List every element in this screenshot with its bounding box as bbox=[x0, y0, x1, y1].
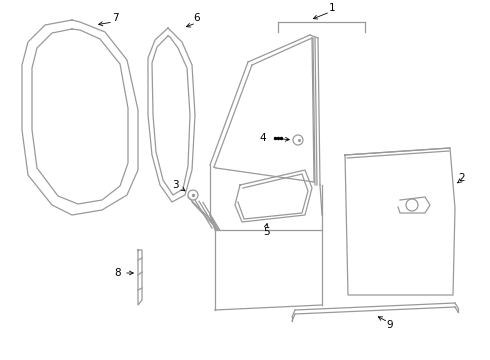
Text: 2: 2 bbox=[459, 173, 466, 183]
Text: 4: 4 bbox=[260, 133, 266, 143]
Text: 1: 1 bbox=[329, 3, 335, 13]
Text: 3: 3 bbox=[172, 180, 178, 190]
Text: 5: 5 bbox=[263, 227, 270, 237]
Text: 8: 8 bbox=[115, 268, 122, 278]
Text: 7: 7 bbox=[112, 13, 118, 23]
Text: 6: 6 bbox=[194, 13, 200, 23]
Text: 9: 9 bbox=[387, 320, 393, 330]
